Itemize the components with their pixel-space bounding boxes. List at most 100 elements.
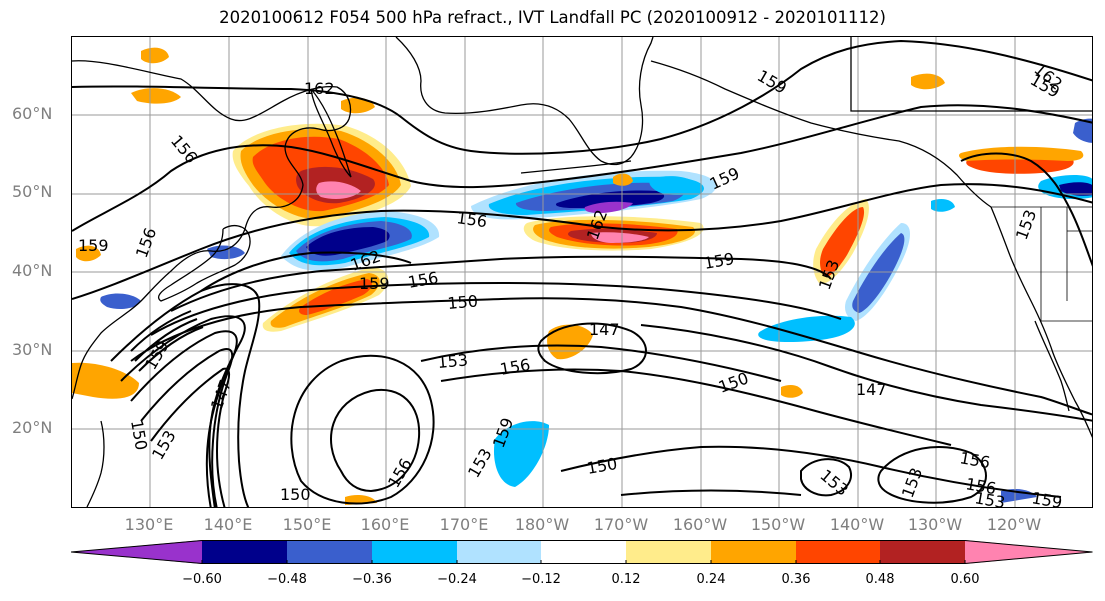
lon-label-140e: 140°E xyxy=(203,515,253,534)
contour-label: 153 xyxy=(148,427,180,463)
contour-label: 150 xyxy=(585,454,618,478)
coastlines xyxy=(72,37,1092,507)
colorbar-tick-label: −0.48 xyxy=(267,572,307,587)
colorbar-tick-label: 0.60 xyxy=(950,572,980,587)
shade-positive-dateline-peak xyxy=(591,232,649,243)
contour-159-north xyxy=(72,104,1092,232)
shading-layer xyxy=(72,47,1092,505)
coastline-japan xyxy=(157,224,251,302)
contour-147-east xyxy=(640,324,1092,422)
contour-label: 153 xyxy=(1012,207,1040,242)
contour-label: 159 xyxy=(78,236,109,255)
contour-label: 156 xyxy=(167,131,201,167)
coastline-canada-north xyxy=(850,37,1092,112)
contour-label: 150 xyxy=(447,291,479,313)
contour-label: 156 xyxy=(132,225,160,260)
coastline-taiwan-philippines xyxy=(86,420,105,507)
contour-label: 159 xyxy=(707,163,743,193)
shade-positive-east-pacific xyxy=(820,207,865,277)
colorbar-segment-036-024 xyxy=(372,540,457,564)
shade-positive-bering xyxy=(341,97,375,114)
lat-label-60n: 60°N xyxy=(12,104,53,123)
shade-negative-west-coast-south xyxy=(931,199,955,212)
contour-159-mid xyxy=(170,255,832,312)
contour-japan-tight-3 xyxy=(138,326,204,372)
contour-closed-east-2 xyxy=(800,458,852,497)
map-panel: 162 159 156 159 156 162 159 156 150 147 … xyxy=(71,36,1093,508)
contour-label: 150 xyxy=(280,485,311,504)
contour-japan-tight-1 xyxy=(130,310,192,352)
page-title: 2020100612 F054 500 hPa refract., IVT La… xyxy=(219,8,886,27)
colorbar xyxy=(71,540,1093,564)
lon-label-140w: 140°W xyxy=(829,515,885,534)
shade-negative-yellow-sea xyxy=(100,293,141,309)
coastline-asia-mainland xyxy=(72,60,352,400)
contour-western-trough-1 xyxy=(120,315,246,507)
shade-negative-aleutian-blob xyxy=(649,176,701,195)
coastline-baja xyxy=(1034,320,1070,412)
contour-label: 162 xyxy=(304,79,335,98)
coastline-kamchatka xyxy=(310,88,352,178)
contour-label: 159 xyxy=(754,66,790,98)
shade-positive-northwest xyxy=(141,47,169,64)
lat-label-40n: 40°N xyxy=(12,261,53,280)
contour-label: 150 xyxy=(127,418,151,451)
colorbar-tick-label: 0.48 xyxy=(865,572,895,587)
contour-western-trough-5 xyxy=(110,283,261,507)
shade-positive-subtropical-west xyxy=(547,324,593,360)
colorbar-segment-048-060 xyxy=(880,540,965,564)
shade-positive-northwest-west xyxy=(76,245,101,262)
contour-153-mid xyxy=(420,344,782,382)
lat-label-30n: 30°N xyxy=(12,340,53,359)
shade-negative-east-pacific xyxy=(852,233,905,313)
colorbar-segment-012-012 xyxy=(541,540,626,564)
lat-label-20n: 20°N xyxy=(12,418,53,437)
shade-positive-okhotsk xyxy=(131,88,181,104)
shade-positive-gulf-alaska-outer xyxy=(959,146,1084,161)
colorbar-tick-label: 0.24 xyxy=(696,572,726,587)
contour-western-trough-3 xyxy=(140,348,234,507)
shade-negative-dateline-core xyxy=(555,190,665,208)
lon-label-170w: 170°W xyxy=(593,515,649,534)
colorbar-segment-above-060 xyxy=(965,540,1093,564)
colorbar-segment-below-060 xyxy=(71,540,202,564)
contour-label: 153 xyxy=(437,350,469,372)
contour-east-pacific-ridge xyxy=(960,152,1092,267)
shade-negative-sea-of-japan xyxy=(207,245,245,260)
colorbar-segment-024-036 xyxy=(711,540,796,564)
coastline-aleutians xyxy=(520,160,632,174)
contour-label: 147 xyxy=(856,380,887,399)
coastline-alaska xyxy=(395,37,654,166)
lon-label-150w: 150°W xyxy=(750,515,806,534)
colorbar-tick-label: −0.60 xyxy=(182,572,222,587)
colorbar-tick-marks xyxy=(201,560,966,564)
shade-negative-subtropical-west-outer xyxy=(493,421,549,487)
colorbar-segment-024-012 xyxy=(457,540,541,564)
colorbar-tick-label: 0.12 xyxy=(611,572,641,587)
contour-label: 156 xyxy=(958,448,991,472)
graticule xyxy=(72,37,1092,507)
contour-closed-147 xyxy=(537,322,647,375)
shade-positive-west-coast xyxy=(911,73,945,90)
shade-positive-east-pacific-south xyxy=(781,385,803,398)
lon-label-120w: 120°W xyxy=(986,515,1042,534)
contour-156-north xyxy=(72,183,1092,300)
contour-150 xyxy=(130,297,1092,416)
colorbar-tick-label: 0.36 xyxy=(781,572,811,587)
contour-closed-153-west xyxy=(330,388,421,493)
lon-label-150e: 150°E xyxy=(282,515,332,534)
contour-label: 156 xyxy=(406,268,439,292)
contour-label: 153 xyxy=(464,445,496,481)
colorbar-tick-label: −0.24 xyxy=(437,572,477,587)
lat-label-50n: 50°N xyxy=(12,182,53,201)
contour-156-south xyxy=(620,489,802,496)
contour-162-north xyxy=(72,39,1092,155)
contour-closed-150-west xyxy=(290,354,435,505)
colorbar-tick-label: −0.36 xyxy=(352,572,392,587)
colorbar-segment-060-048 xyxy=(202,540,287,564)
shade-negative-canada xyxy=(1059,182,1092,196)
shade-positive-kamchatka-peak xyxy=(316,181,361,199)
contour-label: 156 xyxy=(498,355,531,379)
contour-label: 153 xyxy=(898,465,926,500)
colorbar-segment-012-024 xyxy=(626,540,711,564)
